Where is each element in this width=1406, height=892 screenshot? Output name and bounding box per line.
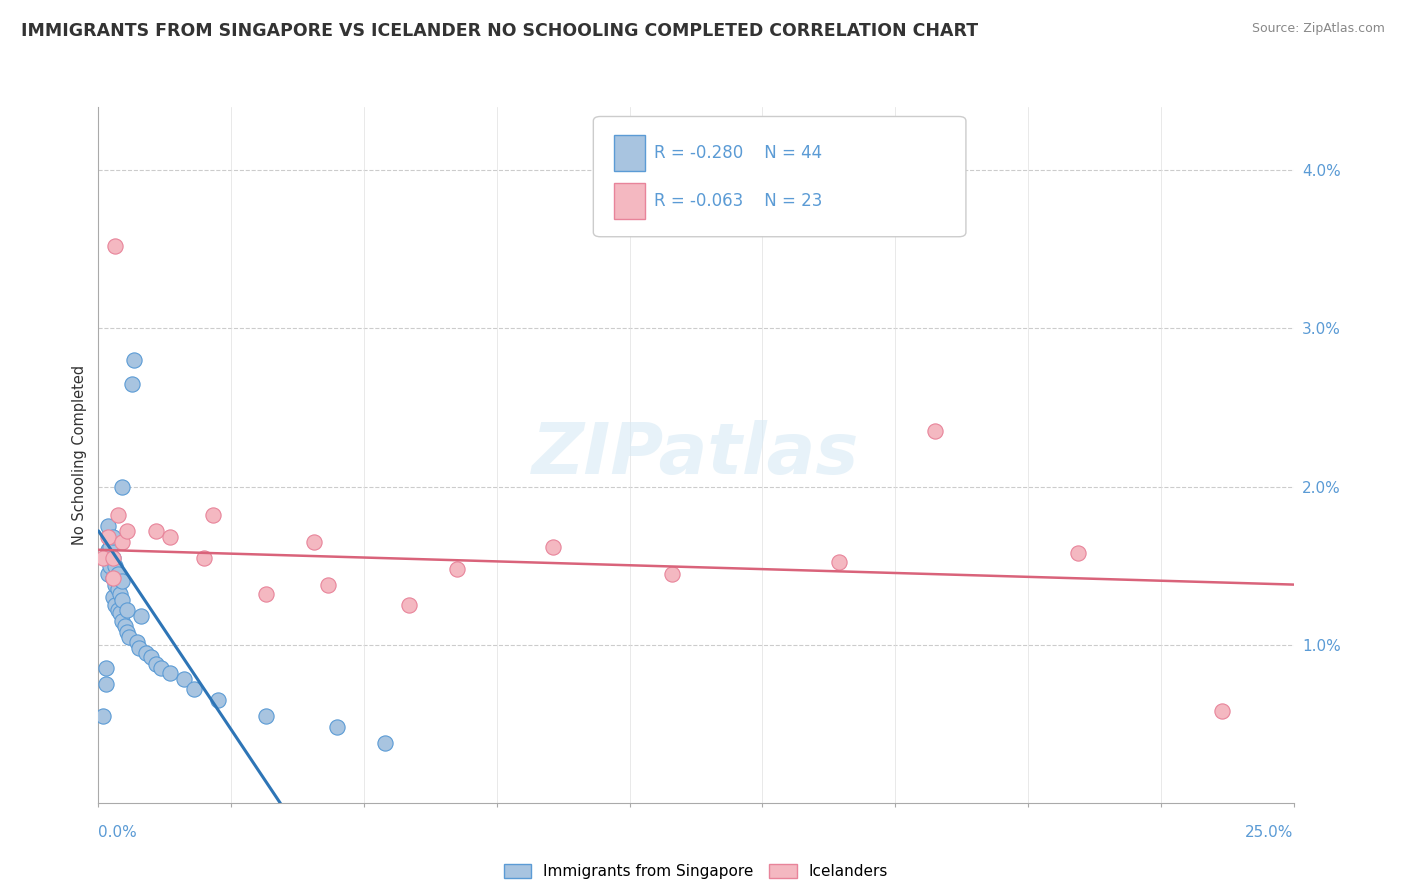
Point: [94, 661, 117, 675]
Point: [924, 424, 946, 438]
Point: [111, 535, 134, 549]
Text: R = -0.063    N = 23: R = -0.063 N = 23: [654, 192, 823, 211]
Point: [104, 558, 127, 573]
Point: [98, 540, 122, 554]
Point: [661, 566, 683, 581]
Point: [101, 571, 124, 585]
Point: [104, 577, 127, 591]
Point: [101, 530, 124, 544]
Point: [111, 593, 134, 607]
Point: [145, 524, 167, 538]
Point: [159, 666, 181, 681]
Y-axis label: No Schooling Completed: No Schooling Completed: [72, 365, 87, 545]
Text: 25.0%: 25.0%: [1246, 825, 1294, 840]
Point: [374, 736, 396, 750]
Point: [115, 603, 138, 617]
Point: [97, 566, 120, 581]
Point: [107, 582, 129, 597]
Point: [101, 550, 124, 565]
Point: [107, 566, 129, 581]
Point: [541, 540, 564, 554]
Point: [207, 693, 229, 707]
Text: ZIPatlas: ZIPatlas: [533, 420, 859, 490]
Point: [108, 587, 131, 601]
Point: [91, 708, 114, 723]
Point: [135, 646, 157, 660]
Point: [131, 609, 153, 624]
Point: [97, 542, 120, 557]
Point: [111, 479, 134, 493]
Point: [101, 591, 124, 605]
Point: [1067, 546, 1090, 560]
Point: [97, 519, 120, 533]
Point: [828, 556, 851, 570]
Point: [139, 650, 162, 665]
Point: [107, 508, 129, 522]
Point: [94, 677, 117, 691]
Text: Source: ZipAtlas.com: Source: ZipAtlas.com: [1251, 22, 1385, 36]
Text: R = -0.280    N = 44: R = -0.280 N = 44: [654, 145, 823, 162]
Point: [159, 530, 181, 544]
Point: [193, 550, 215, 565]
Point: [98, 558, 122, 573]
Point: [149, 661, 172, 675]
Point: [202, 508, 225, 522]
Point: [128, 640, 150, 655]
Point: [302, 535, 325, 549]
Point: [183, 681, 205, 696]
Point: [121, 376, 143, 391]
Legend: Immigrants from Singapore, Icelanders: Immigrants from Singapore, Icelanders: [498, 858, 894, 886]
Point: [107, 603, 129, 617]
Point: [97, 530, 120, 544]
Point: [101, 550, 124, 565]
Point: [446, 562, 468, 576]
Point: [118, 630, 141, 644]
Point: [316, 577, 339, 591]
Point: [254, 587, 277, 601]
Point: [173, 673, 195, 687]
Point: [114, 618, 136, 632]
Text: 0.0%: 0.0%: [98, 825, 138, 840]
Point: [104, 239, 127, 253]
Point: [398, 598, 420, 612]
Point: [115, 625, 138, 640]
Point: [101, 571, 124, 585]
Point: [1211, 704, 1233, 718]
Point: [111, 614, 134, 628]
Point: [124, 353, 146, 368]
Point: [91, 550, 114, 565]
Point: [125, 634, 148, 648]
Point: [108, 606, 131, 620]
Point: [115, 524, 138, 538]
Point: [326, 720, 349, 734]
Point: [104, 598, 127, 612]
Text: IMMIGRANTS FROM SINGAPORE VS ICELANDER NO SCHOOLING COMPLETED CORRELATION CHART: IMMIGRANTS FROM SINGAPORE VS ICELANDER N…: [21, 22, 979, 40]
Point: [254, 708, 277, 723]
Point: [145, 657, 167, 671]
Point: [111, 574, 134, 589]
